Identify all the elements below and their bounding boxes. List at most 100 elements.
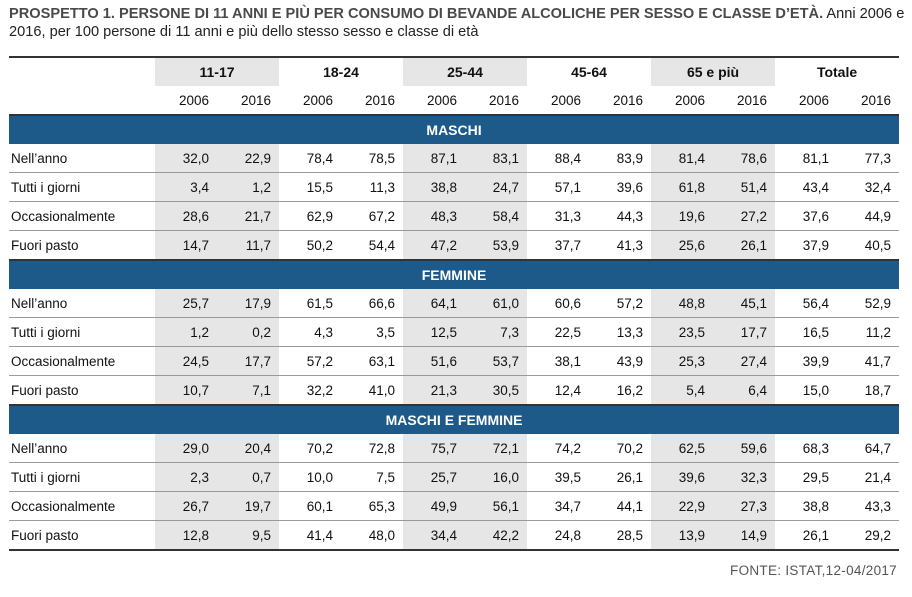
year-header: 2016 — [713, 86, 776, 116]
table-cell: 27,3 — [713, 491, 776, 521]
table-cell: 7,5 — [341, 462, 404, 492]
table-row: Occasionalmente 24,5 17,7 57,2 63,1 51,6 53,7 3… — [9, 346, 900, 376]
table-cell: 39,6 — [589, 172, 652, 202]
table-cell: 43,4 — [775, 172, 838, 202]
table-cell: 27,4 — [713, 346, 776, 376]
table-cell: 37,7 — [527, 230, 590, 261]
table-cell: 16,5 — [775, 317, 838, 347]
table-cell: 1,2 — [155, 317, 217, 347]
table-cell: 17,7 — [713, 317, 776, 347]
table-cell: 41,4 — [279, 520, 342, 551]
table-row: Occasionalmente 26,7 19,7 60,1 65,3 49,9 56,1 3… — [9, 491, 900, 521]
table-cell: 26,1 — [713, 230, 776, 261]
table-cell: 34,7 — [527, 491, 590, 521]
data-table: 11-17 18-24 25-44 45-64 65 e più Totale … — [9, 56, 900, 551]
table-cell: 74,2 — [527, 434, 590, 463]
table-cell: 29,5 — [775, 462, 838, 492]
table-cell: 62,9 — [279, 201, 342, 231]
table-cell: 32,0 — [155, 144, 217, 173]
table-cell: 38,8 — [775, 491, 838, 521]
row-label: Tutti i giorni — [9, 317, 155, 347]
table-cell: 48,0 — [341, 520, 404, 551]
table-cell: 27,2 — [713, 201, 776, 231]
row-label: Nell’anno — [9, 289, 155, 318]
table-cell: 9,5 — [217, 520, 280, 551]
table-cell: 61,0 — [465, 289, 528, 318]
year-header: 2006 — [527, 86, 590, 116]
table-cell: 61,5 — [279, 289, 342, 318]
table-cell: 22,9 — [217, 144, 280, 173]
table-cell: 16,0 — [465, 462, 528, 492]
table-cell: 67,2 — [341, 201, 404, 231]
table-cell: 15,0 — [775, 375, 838, 406]
year-header: 2016 — [837, 86, 900, 116]
table-cell: 52,9 — [837, 289, 900, 318]
header-corner-cell — [9, 56, 155, 86]
table-cell: 16,2 — [589, 375, 652, 406]
table-cell: 42,2 — [465, 520, 528, 551]
table-cell: 70,2 — [279, 434, 342, 463]
table-cell: 66,6 — [341, 289, 404, 318]
table-cell: 65,3 — [341, 491, 404, 521]
table-cell: 32,2 — [279, 375, 342, 406]
table-cell: 21,7 — [217, 201, 280, 231]
table-cell: 12,4 — [527, 375, 590, 406]
table-cell: 56,1 — [465, 491, 528, 521]
table-row: Nell’anno 25,7 17,9 61,5 66,6 64,1 61,0 60,6 57,… — [9, 289, 900, 318]
table-cell: 28,6 — [155, 201, 217, 231]
year-header: 2006 — [155, 86, 217, 116]
table-cell: 30,5 — [465, 375, 528, 406]
row-label: Nell’anno — [9, 144, 155, 173]
table-cell: 24,7 — [465, 172, 528, 202]
table-cell: 77,3 — [837, 144, 900, 173]
table-cell: 60,6 — [527, 289, 590, 318]
table-cell: 83,1 — [465, 144, 528, 173]
table-cell: 38,8 — [403, 172, 466, 202]
table-cell: 41,7 — [837, 346, 900, 376]
age-group-header-row: 11-17 18-24 25-44 45-64 65 e più Totale — [9, 56, 900, 86]
table-cell: 12,5 — [403, 317, 466, 347]
table-cell: 22,9 — [651, 491, 714, 521]
table-cell: 50,2 — [279, 230, 342, 261]
table-body: MASCHI Nell’anno 32,0 22,9 78,4 78,5 87,1 83,1 8… — [9, 115, 900, 551]
table-cell: 18,7 — [837, 375, 900, 406]
year-header: 2006 — [403, 86, 466, 116]
table-row: Occasionalmente 28,6 21,7 62,9 67,2 48,3 58,4 3… — [9, 201, 900, 231]
table-cell: 63,1 — [341, 346, 404, 376]
age-group-header: 65 e più — [651, 56, 776, 86]
table-cell: 60,1 — [279, 491, 342, 521]
table-cell: 68,3 — [775, 434, 838, 463]
table-cell: 4,3 — [279, 317, 342, 347]
row-label: Nell’anno — [9, 434, 155, 463]
age-group-header: 11-17 — [155, 56, 280, 86]
table-cell: 24,8 — [527, 520, 590, 551]
table-cell: 26,1 — [589, 462, 652, 492]
table-cell: 78,6 — [713, 144, 776, 173]
row-label: Occasionalmente — [9, 491, 155, 521]
table-cell: 48,8 — [651, 289, 714, 318]
table-cell: 25,7 — [403, 462, 466, 492]
table-cell: 39,5 — [527, 462, 590, 492]
table-cell: 25,7 — [155, 289, 217, 318]
table-cell: 32,3 — [713, 462, 776, 492]
source-note: FONTE: ISTAT,12-04/2017 — [730, 563, 897, 578]
table-cell: 57,2 — [589, 289, 652, 318]
age-group-header: Totale — [775, 56, 900, 86]
table-cell: 43,3 — [837, 491, 900, 521]
table-row: Fuori pasto 12,8 9,5 41,4 48,0 34,4 42,2 24,8 28… — [9, 520, 900, 551]
table-cell: 53,9 — [465, 230, 528, 261]
table-cell: 13,9 — [651, 520, 714, 551]
table-cell: 0,7 — [217, 462, 280, 492]
table-cell: 19,6 — [651, 201, 714, 231]
row-label: Occasionalmente — [9, 201, 155, 231]
age-group-header: 45-64 — [527, 56, 652, 86]
table-cell: 1,2 — [217, 172, 280, 202]
table-cell: 81,1 — [775, 144, 838, 173]
table-cell: 51,6 — [403, 346, 466, 376]
table-row: Nell’anno 29,0 20,4 70,2 72,8 75,7 72,1 74,2 70,… — [9, 434, 900, 463]
table-cell: 48,3 — [403, 201, 466, 231]
table-cell: 64,1 — [403, 289, 466, 318]
table-cell: 32,4 — [837, 172, 900, 202]
table-cell: 29,0 — [155, 434, 217, 463]
section-title: MASCHI E FEMMINE — [9, 405, 900, 434]
